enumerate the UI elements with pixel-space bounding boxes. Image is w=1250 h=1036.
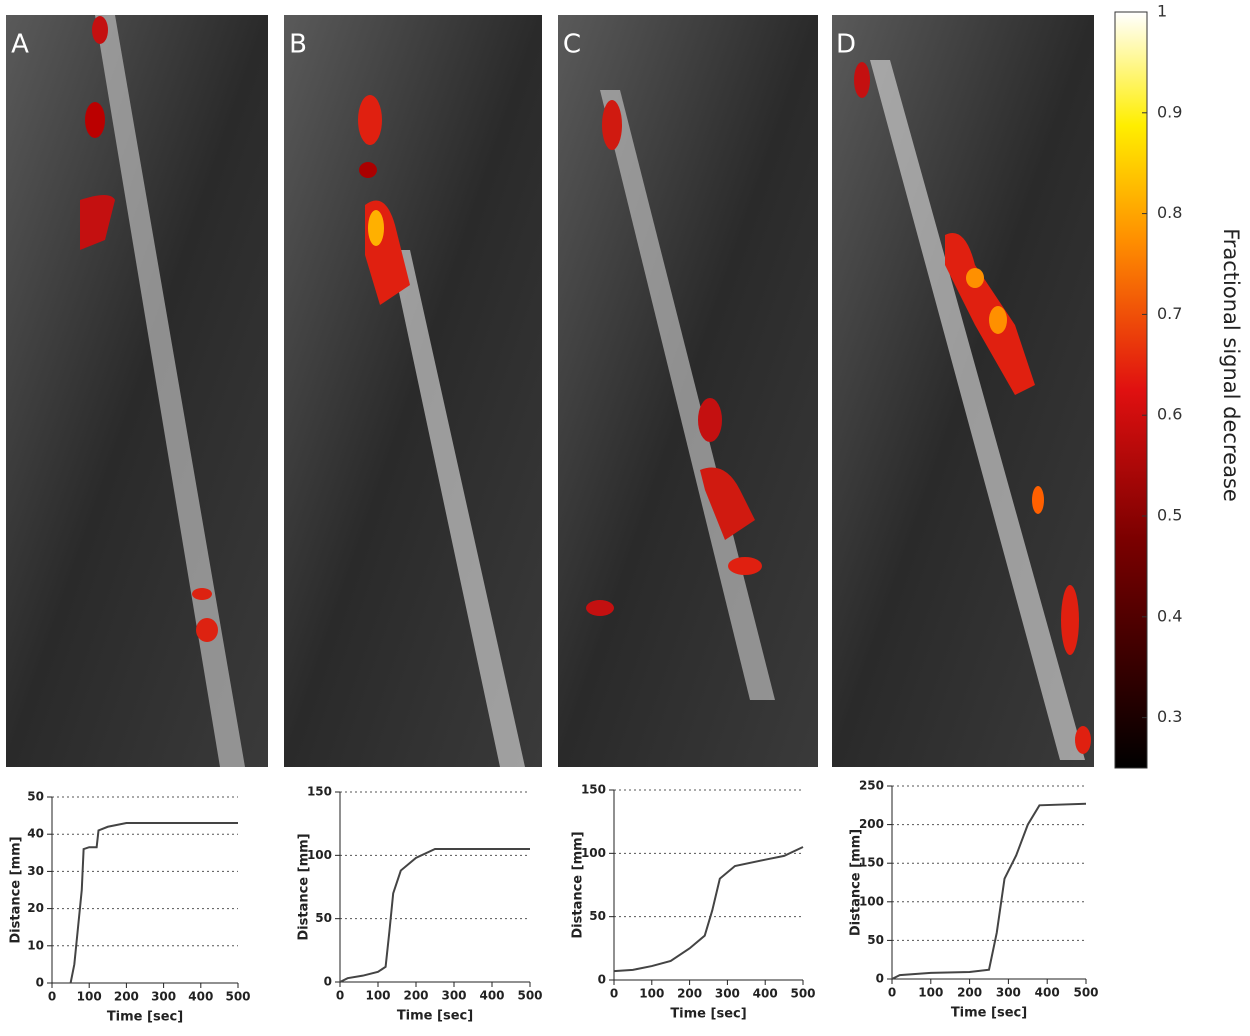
x-tick-label: 300 xyxy=(715,987,740,1001)
y-tick-label: 150 xyxy=(859,856,884,870)
line xyxy=(69,822,238,984)
x-axis-label: Time [sec] xyxy=(670,1007,746,1022)
y-tick-label: 30 xyxy=(27,864,44,878)
y-tick-label: 200 xyxy=(859,817,884,831)
y-tick-label: 50 xyxy=(27,790,44,804)
x-tick-label: 300 xyxy=(441,989,466,1003)
y-tick-label: 0 xyxy=(324,975,332,989)
y-axis-label: Distance [mm] xyxy=(571,831,586,938)
x-tick-label: 500 xyxy=(517,989,542,1003)
colorbar-tick-label: 0.8 xyxy=(1157,203,1182,222)
colorbar-label: Fractional signal decrease xyxy=(1219,228,1243,502)
line xyxy=(613,846,804,973)
x-tick-label: 400 xyxy=(479,989,504,1003)
x-axis-label: Time [sec] xyxy=(107,1010,183,1025)
x-tick-label: 100 xyxy=(77,990,102,1004)
x-tick-label: 300 xyxy=(996,986,1021,1000)
mri-images xyxy=(6,15,1094,767)
x-tick-label: 200 xyxy=(114,990,139,1004)
x-tick-label: 200 xyxy=(677,987,702,1001)
x-tick-label: 500 xyxy=(225,990,250,1004)
x-tick-label: 200 xyxy=(403,989,428,1003)
colorbar-tick-label: 0.7 xyxy=(1157,304,1182,323)
y-tick-label: 20 xyxy=(27,901,44,915)
y-tick-label: 100 xyxy=(581,846,606,860)
y-tick-label: 150 xyxy=(581,783,606,797)
x-tick-label: 400 xyxy=(753,987,778,1001)
panel-label: D xyxy=(836,30,856,60)
y-tick-label: 0 xyxy=(876,972,884,986)
y-tick-label: 50 xyxy=(315,911,332,925)
x-axis-label: Time [sec] xyxy=(397,1009,473,1024)
x-tick-label: 400 xyxy=(188,990,213,1004)
x-tick-label: 500 xyxy=(1073,986,1098,1000)
y-axis-label: Distance [mm] xyxy=(9,836,24,943)
colorbar-tick-label: 0.9 xyxy=(1157,102,1182,121)
x-tick-label: 0 xyxy=(888,986,896,1000)
line xyxy=(891,802,1087,980)
colorbar-tick-label: 0.4 xyxy=(1157,606,1182,625)
x-tick-label: 100 xyxy=(918,986,943,1000)
x-tick-label: 0 xyxy=(48,990,56,1004)
y-tick-label: 40 xyxy=(27,827,44,841)
y-tick-label: 50 xyxy=(867,933,884,947)
panel-label: A xyxy=(11,30,29,60)
y-tick-label: 250 xyxy=(859,779,884,793)
y-tick-label: 0 xyxy=(36,976,44,990)
panel-label: C xyxy=(563,30,581,60)
y-axis-label: Distance [mm] xyxy=(849,829,864,936)
colorbar-tick-label: 0.6 xyxy=(1157,405,1182,424)
x-tick-label: 0 xyxy=(336,989,344,1003)
x-tick-label: 200 xyxy=(957,986,982,1000)
panel-label: B xyxy=(289,30,307,60)
x-tick-label: 400 xyxy=(1035,986,1060,1000)
x-tick-label: 100 xyxy=(365,989,390,1003)
line xyxy=(339,848,530,983)
y-tick-label: 100 xyxy=(307,848,332,862)
y-tick-label: 10 xyxy=(27,938,44,952)
colorbar-tick-label: 0.3 xyxy=(1157,707,1182,726)
y-tick-label: 150 xyxy=(307,785,332,799)
x-tick-label: 0 xyxy=(610,987,618,1001)
x-tick-label: 300 xyxy=(151,990,176,1004)
colorbar-tick-label: 0.5 xyxy=(1157,506,1182,525)
y-axis-label: Distance [mm] xyxy=(297,833,312,940)
y-tick-label: 50 xyxy=(589,909,606,923)
y-tick-label: 0 xyxy=(598,973,606,987)
x-axis-label: Time [sec] xyxy=(951,1006,1027,1021)
x-tick-label: 500 xyxy=(790,987,815,1001)
colorbar-tick-label: 1 xyxy=(1157,2,1167,21)
x-tick-label: 100 xyxy=(639,987,664,1001)
colorbar xyxy=(1114,11,1148,769)
y-tick-label: 100 xyxy=(859,894,884,908)
